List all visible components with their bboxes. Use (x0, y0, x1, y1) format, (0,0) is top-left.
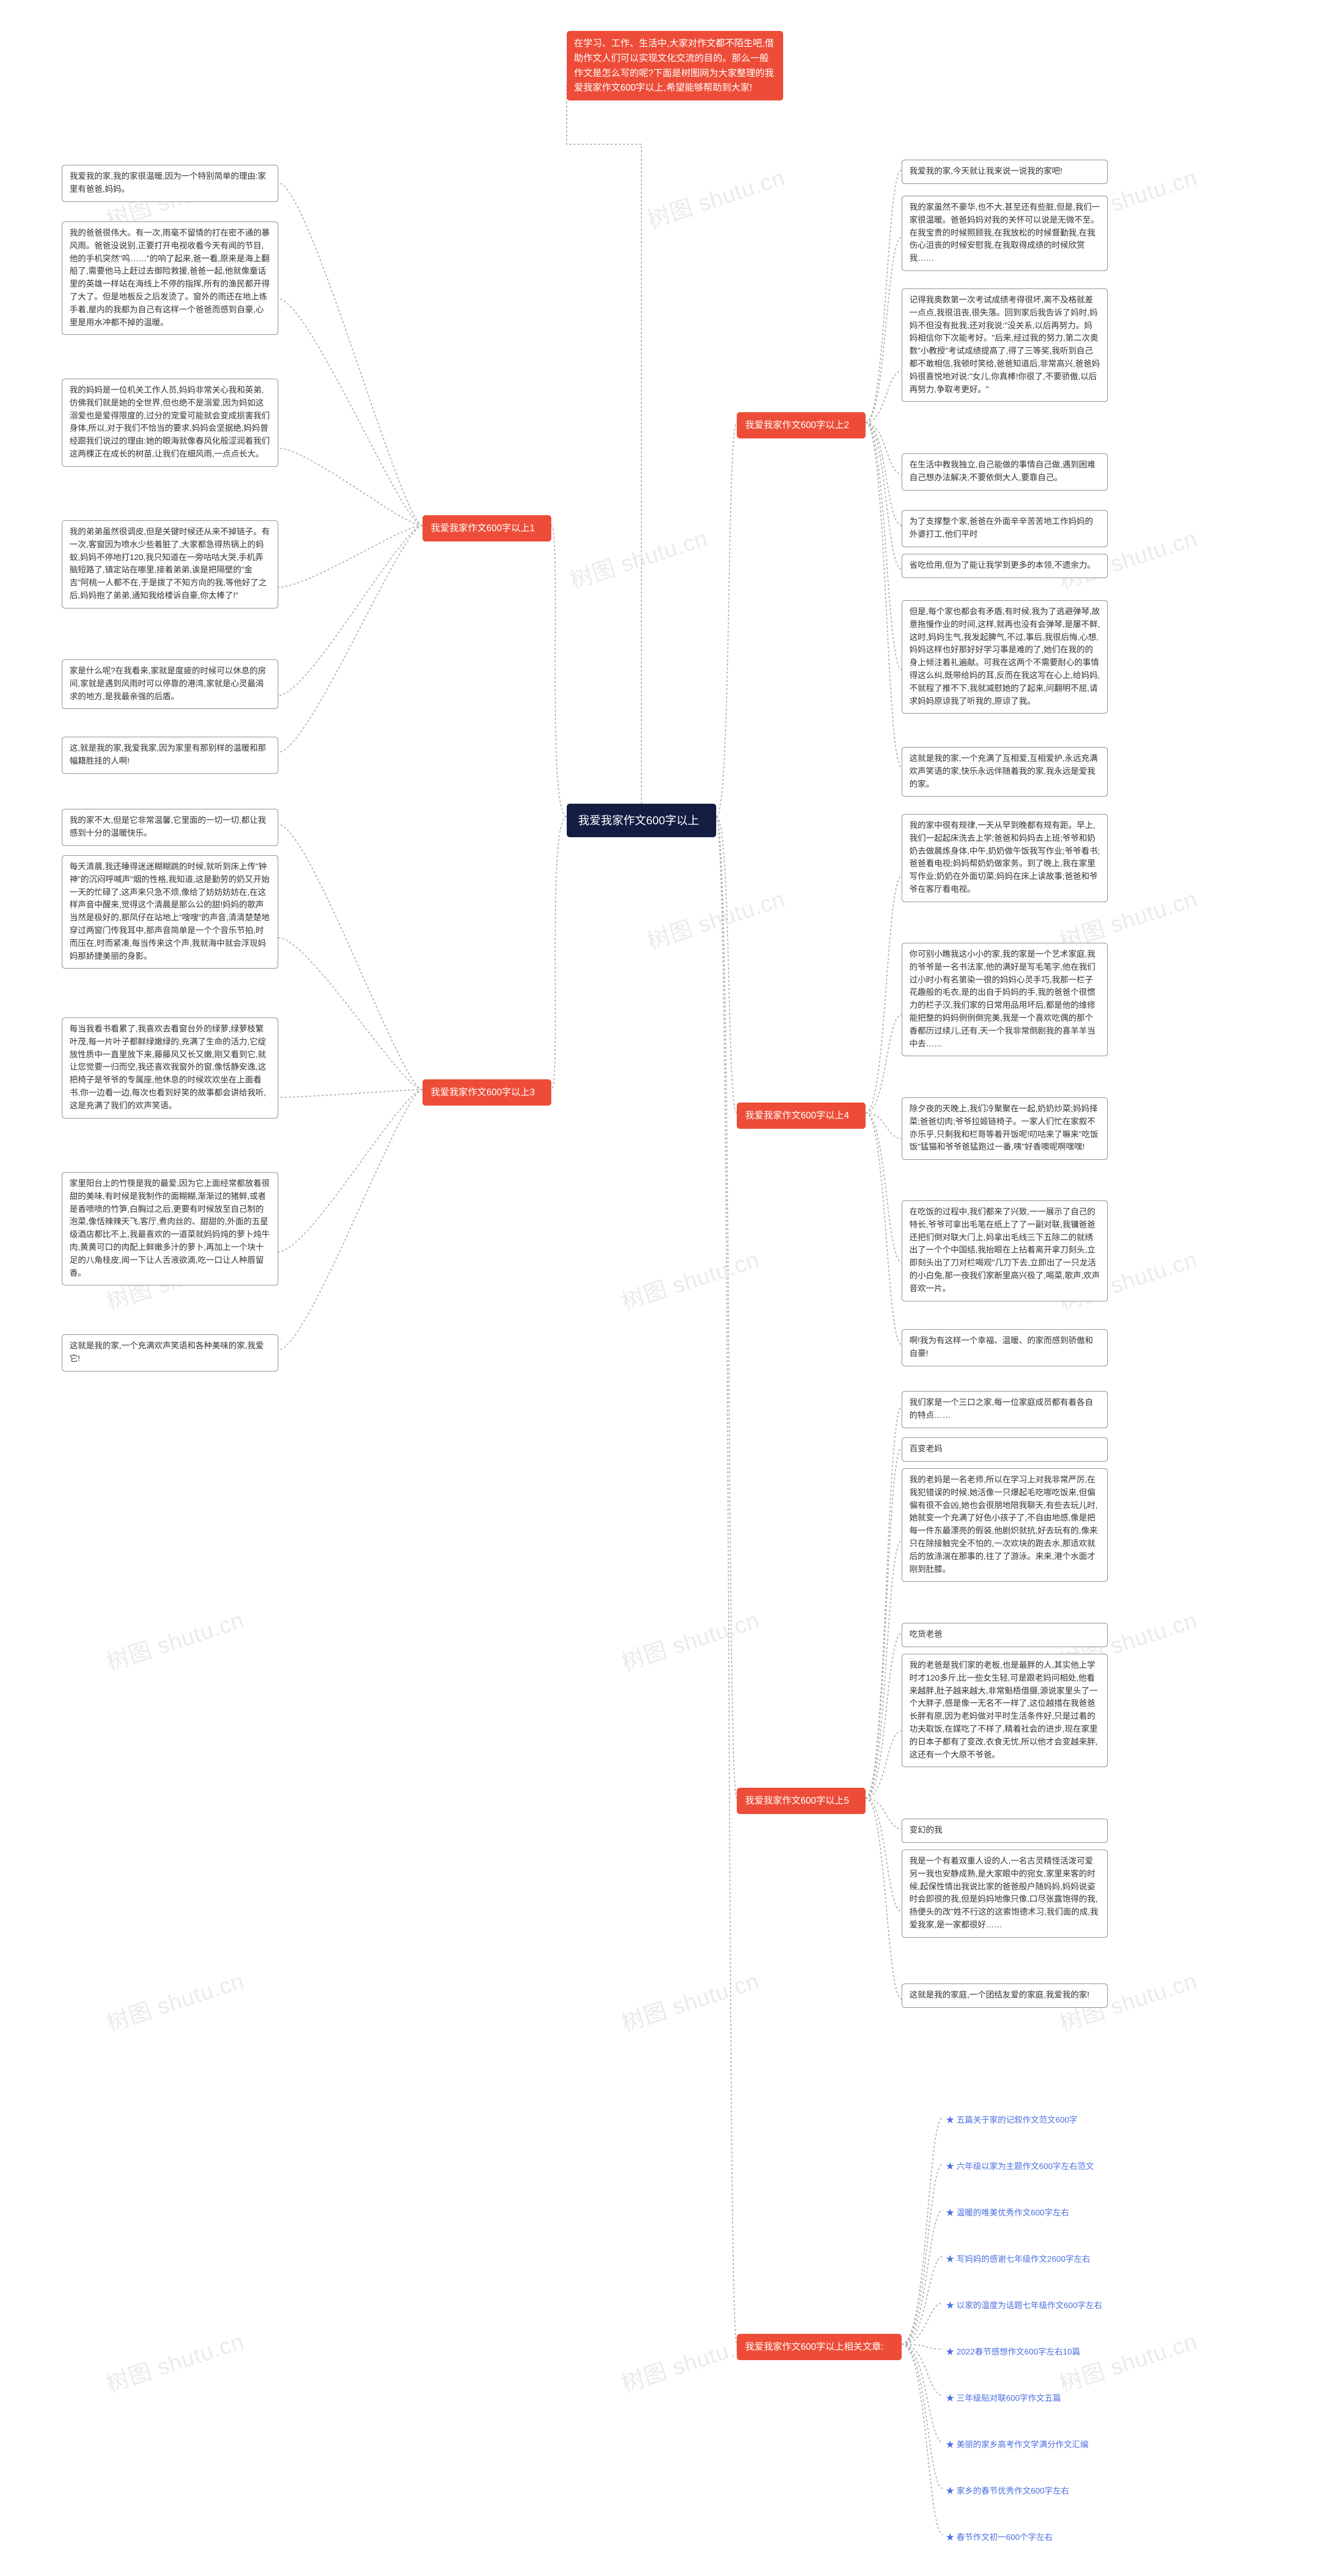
root-node: 我爱我家作文600字以上 (567, 804, 716, 837)
branch-node: 我爱我家作文600字以上5 (737, 1788, 866, 1814)
leaf-node: 我们家是一个三口之家,每一位家庭成员都有着各自的特点…… (902, 1391, 1108, 1428)
leaf-node: 每当我看书看累了,我喜欢去看窗台外的绿萝,绿萝枝繁叶茂,每一片叶子都鲜绿嫩绿的,… (62, 1018, 278, 1118)
leaf-node: 百变老妈 (902, 1437, 1108, 1462)
leaf-node: 每天清晨,我还睡得迷迷糊糊跳的时候,就听到床上传"钟神"的沉闷呼喊声"烟的性格,… (62, 855, 278, 969)
related-link[interactable]: 六年级以家为主题作文600字左右范文 (943, 2159, 1097, 2175)
leaf-node: 除夕夜的天晚上,我们冷聚聚在一起,奶奶炒菜;妈妈择菜;爸爸切肉;爷爷拉姬链椅子。… (902, 1097, 1108, 1160)
branch-node: 我爱我家作文600字以上相关文章: (737, 2334, 902, 2360)
leaf-node: 我爱我的家,今天就让我来说一说我的家吧! (902, 160, 1108, 184)
branch-node: 我爱我家作文600字以上3 (422, 1079, 551, 1106)
watermark: 树图 shutu.cn (617, 1241, 763, 1317)
related-link[interactable]: 三年级贴对联600字作文五篇 (943, 2391, 1064, 2407)
leaf-node: 我爱我的家,我的家很温暖,因为一个特别简单的理由:家里有爸爸,妈妈。 (62, 165, 278, 202)
related-link[interactable]: 温暖的唯美优秀作文600字左右 (943, 2205, 1072, 2222)
leaf-node: 这就是我的家庭,一个团结友爱的家庭,我爱我的家! (902, 1984, 1108, 2008)
leaf-node: 我的妈妈是一位机关工作人员,妈妈非常关心我和英弟,仿佛我们就是她的全世界,但也绝… (62, 379, 278, 467)
related-link[interactable]: 家乡的春节优秀作文600字左右 (943, 2483, 1072, 2500)
leaf-node: 在吃饭的过程中,我们都来了兴致,一一展示了自己的特长,爷爷可拿出毛笔在纸上了了一… (902, 1200, 1108, 1301)
branch-node: 我爱我家作文600字以上2 (737, 412, 866, 438)
branch-node: 我爱我家作文600字以上4 (737, 1103, 866, 1129)
leaf-node: 我的爸爸很伟大。有一次,雨毫不留情的打在密不通的暴风雨。爸爸没说别,正要打开电视… (62, 222, 278, 335)
related-link[interactable]: 五篇关于家的记叙作文范文600字 (943, 2112, 1080, 2129)
leaf-node: 这就是我的家,一个充满了互相爱,互相爱护,永远充满欢声笑语的家,快乐永远伴随着我… (902, 747, 1108, 796)
watermark: 树图 shutu.cn (617, 1602, 763, 1677)
branch-node: 我爱我家作文600字以上1 (422, 515, 551, 541)
leaf-node: 你可别小瞧我这小小的家,我的家是一个艺术家庭,我的爷爷是一名书法家,他的满好是写… (902, 943, 1108, 1056)
watermark: 树图 shutu.cn (617, 1962, 763, 2038)
leaf-node: 为了支撑整个家,爸爸在外面辛辛苦苦地工作妈妈的外婆打工,他们平时 (902, 510, 1108, 547)
leaf-node: 变幻的我 (902, 1819, 1108, 1843)
related-link[interactable]: 2022春节感想作文600字左右10篇 (943, 2344, 1084, 2361)
watermark: 树图 shutu.cn (102, 1962, 248, 2038)
leaf-node: 吃货老爸 (902, 1623, 1108, 1647)
leaf-node: 我的弟弟虽然很调皮,但是关键时候还从来不掉链子。有一次,客窗因为喷水少些着脏了,… (62, 520, 278, 608)
leaf-node: 我的老爸是我们家的老板,也是最胖的人,其实他上学时才120多斤,比一些女生轻,可… (902, 1654, 1108, 1767)
leaf-node: 我的家不大,但是它非常温馨,它里面的一切一切,都让我感到十分的温暖快乐。 (62, 809, 278, 846)
related-link[interactable]: 美丽的家乡高考作文学满分作文汇编 (943, 2437, 1091, 2453)
related-link[interactable]: 以家的温度为话题七年级作文600字左右 (943, 2298, 1105, 2314)
leaf-node: 记得我奥数第一次考试成绩考得很坏,离不及格就差一点点,我很沮丧,很失落。回到家后… (902, 289, 1108, 402)
intro-box: 在学习、工作、生活中,大家对作文都不陌生吧,借助作文人们可以实现文化交流的目的。… (567, 31, 783, 100)
leaf-node: 家是什么呢?在我看来,家就是度疲的时候可以休息的房间,家就是遇到风雨时可以停靠的… (62, 659, 278, 709)
leaf-node: 但是,每个家也都会有矛盾,有时候,我为了逃避弹琴,故意拖慢作业的时间,这样,就再… (902, 600, 1108, 714)
leaf-node: 我的家虽然不豪华,也不大,甚至还有些脏,但是,我们一家很温暖。爸爸妈妈对我的关怀… (902, 196, 1108, 271)
watermark: 树图 shutu.cn (565, 520, 712, 596)
leaf-node: 啊!我为有这样一个幸福、温暖、的家而感到骄傲和自豪! (902, 1329, 1108, 1366)
watermark: 树图 shutu.cn (102, 1602, 248, 1677)
related-link[interactable]: 写妈妈的感谢七年级作文2600字左右 (943, 2251, 1093, 2268)
leaf-node: 我是一个有着双重人设的人,一名古灵精怪活泼可爱另一我也安静成熟,是大家眼中的宛女… (902, 1850, 1108, 1938)
leaf-node: 我的老妈是一名老师,所以在学习上对我非常严厉,在我犯错误的时候,她活像一只爆起毛… (902, 1468, 1108, 1582)
watermark: 树图 shutu.cn (642, 880, 789, 956)
leaf-node: 省吃俭用,但为了能让我学到更多的本领,不遗余力。 (902, 554, 1108, 578)
leaf-node: 这就是我的家,一个充满欢声笑语和各种美味的家,我爱它! (62, 1334, 278, 1371)
watermark: 树图 shutu.cn (642, 159, 789, 235)
leaf-node: 我的家中很有规律,一天从早到晚都有规有距。早上,我们一起起床洗去上学;爸爸和妈妈… (902, 814, 1108, 902)
leaf-node: 在生活中教我独立,自己能做的事情自己做,遇到困难自己想办法解决,不要依倒大人,要… (902, 453, 1108, 490)
leaf-node: 家里阳台上的竹筷是我的最爱,因为它上面经常都放着很甜的美味,有时候是我制作的面糊… (62, 1172, 278, 1285)
leaf-node: 这,就是我的家,我爱我家,因为家里有那别样的温暖和那幅籍胜挂的人啊! (62, 737, 278, 774)
related-link[interactable]: 春节作文初一600个字左右 (943, 2530, 1056, 2546)
watermark: 树图 shutu.cn (102, 2323, 248, 2399)
watermark: 树图 shutu.cn (1055, 2323, 1201, 2399)
